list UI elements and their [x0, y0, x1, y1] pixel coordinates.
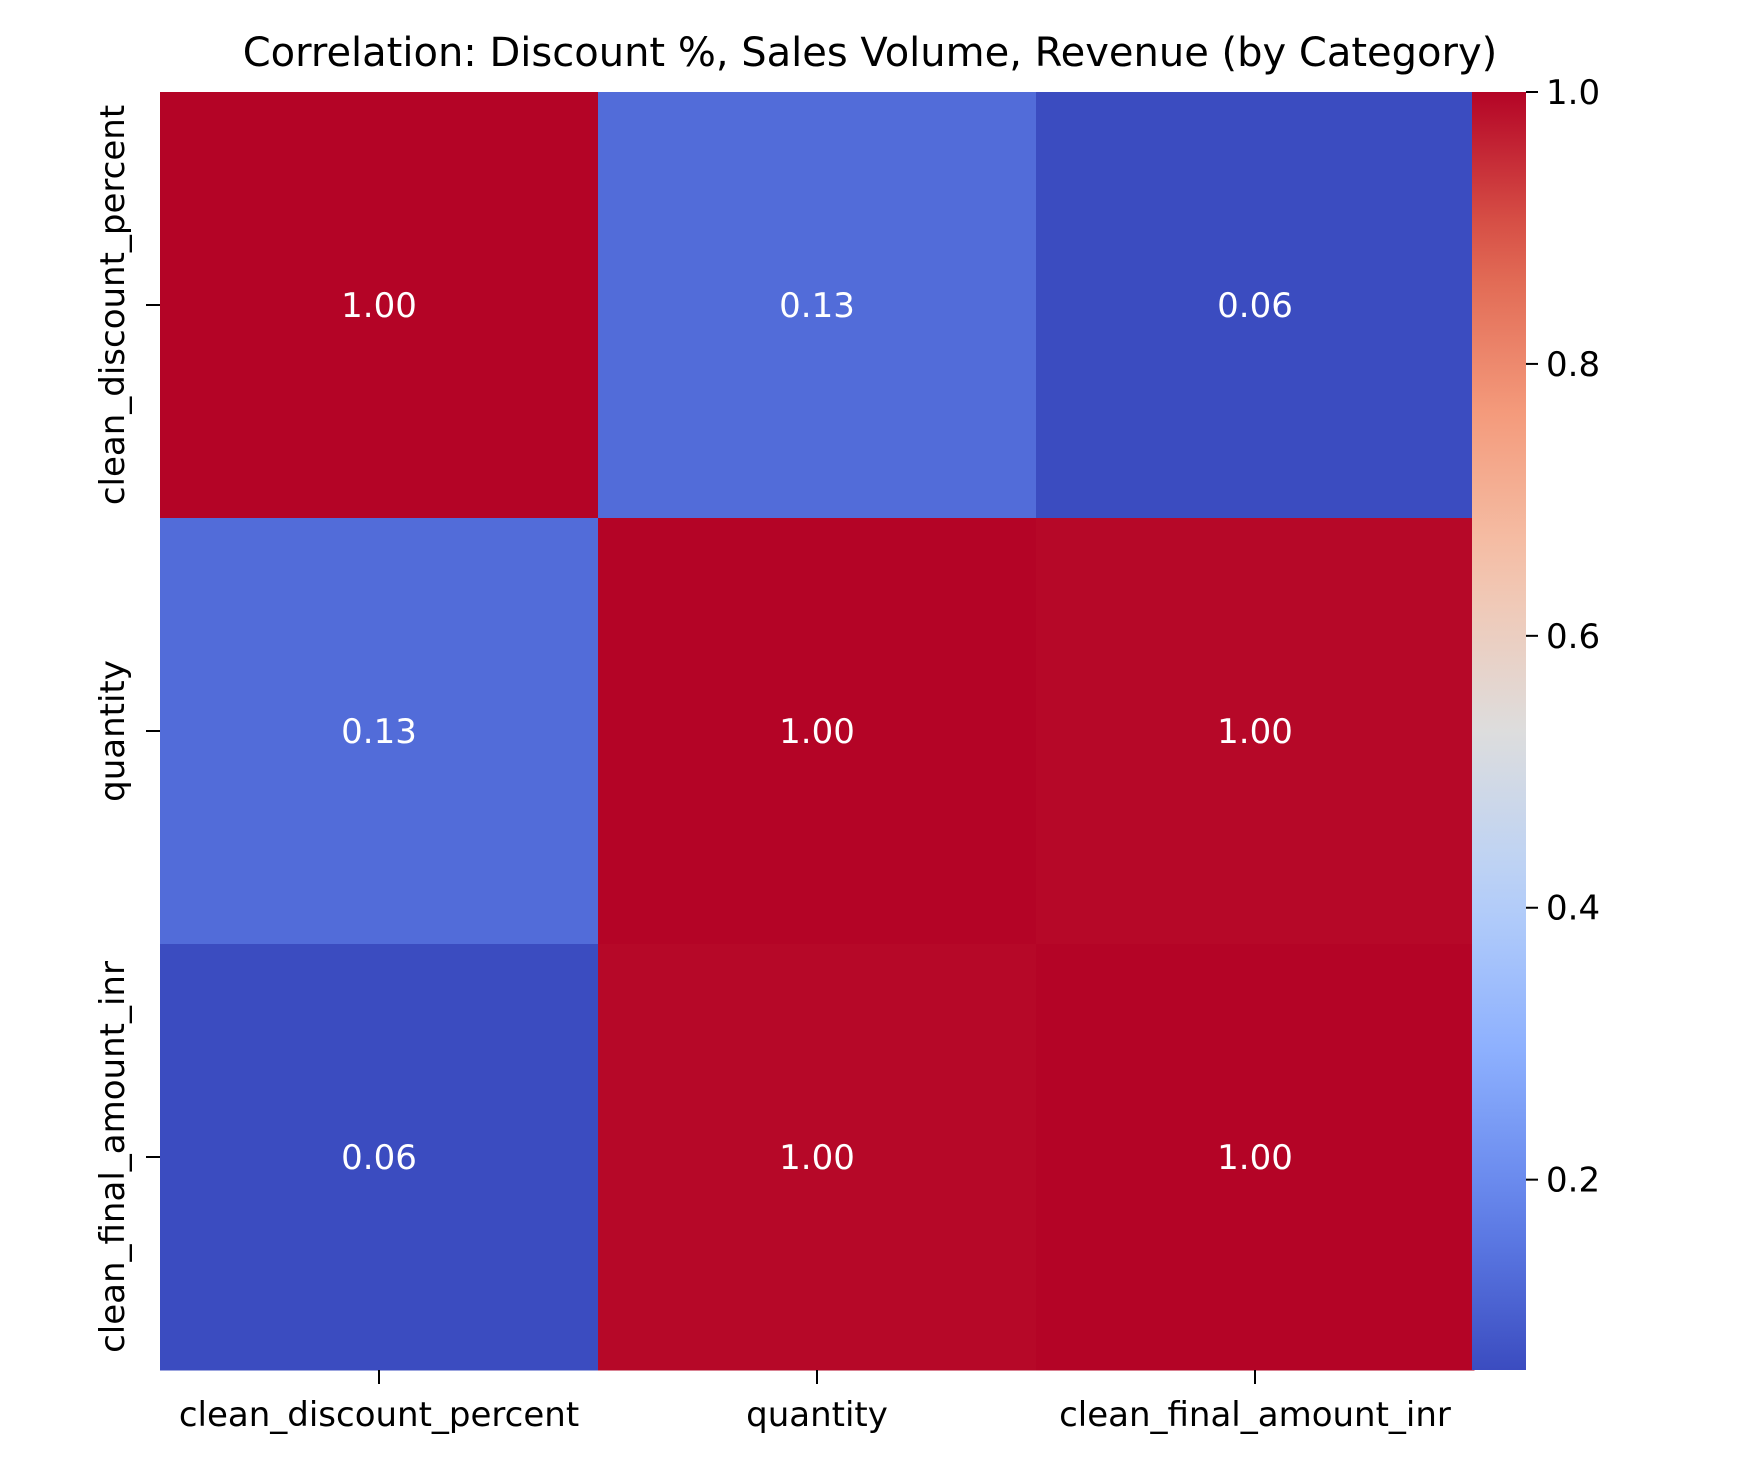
heatmap-cell — [598, 92, 1037, 519]
x-tick-label: clean_discount_percent — [179, 1395, 579, 1435]
cell-value-label: 0.06 — [1217, 286, 1293, 326]
heatmap-cell — [598, 518, 1037, 945]
cell-value-label: 1.00 — [779, 1138, 855, 1178]
colorbar: 0.2 0.4 0.6 0.8 1.0 — [1472, 73, 1600, 1370]
y-axis: clean_discount_percent quantity clean_fina… — [93, 105, 160, 1353]
cell-value-label: 1.00 — [779, 712, 855, 752]
cell-value-label: 0.06 — [341, 1138, 417, 1178]
cell-value-label: 0.13 — [341, 712, 417, 752]
x-tick-label: quantity — [746, 1395, 888, 1435]
cell-value-label: 1.00 — [341, 286, 417, 326]
colorbar-tick-label: 0.6 — [1546, 617, 1600, 657]
cell-value-label: 0.13 — [779, 286, 855, 326]
colorbar-tick-label: 1.0 — [1546, 73, 1600, 113]
colorbar-tick-label: 0.4 — [1546, 889, 1600, 929]
x-tick-label: clean_final_amount_inr — [1059, 1395, 1451, 1435]
cell-value-label: 1.00 — [1217, 1138, 1293, 1178]
y-tick-label: clean_final_amount_inr — [93, 961, 133, 1353]
y-tick-label: quantity — [93, 660, 133, 802]
heatmap-cell — [160, 944, 599, 1371]
x-axis: clean_discount_percent quantity clean_fina… — [179, 1370, 1451, 1435]
heatmap-cell — [160, 92, 599, 519]
heatmap-cell — [1036, 92, 1475, 519]
heatmap-cell — [1036, 944, 1475, 1371]
y-tick-label: clean_discount_percent — [93, 105, 133, 505]
heatmap-cell — [598, 944, 1037, 1371]
cell-value-label: 1.00 — [1217, 712, 1293, 752]
colorbar-tick-label: 0.2 — [1546, 1161, 1600, 1201]
chart-title: Correlation: Discount %, Sales Volume, R… — [243, 30, 1498, 76]
colorbar-rect — [1472, 92, 1526, 1370]
heatmap-cells: 1.00 0.13 0.06 0.13 1.00 1.00 0.06 1.00 1.00 — [160, 92, 1475, 1371]
colorbar-tick-label: 0.8 — [1546, 345, 1600, 385]
heatmap-cell — [160, 518, 599, 945]
heatmap-cell — [1036, 518, 1475, 945]
